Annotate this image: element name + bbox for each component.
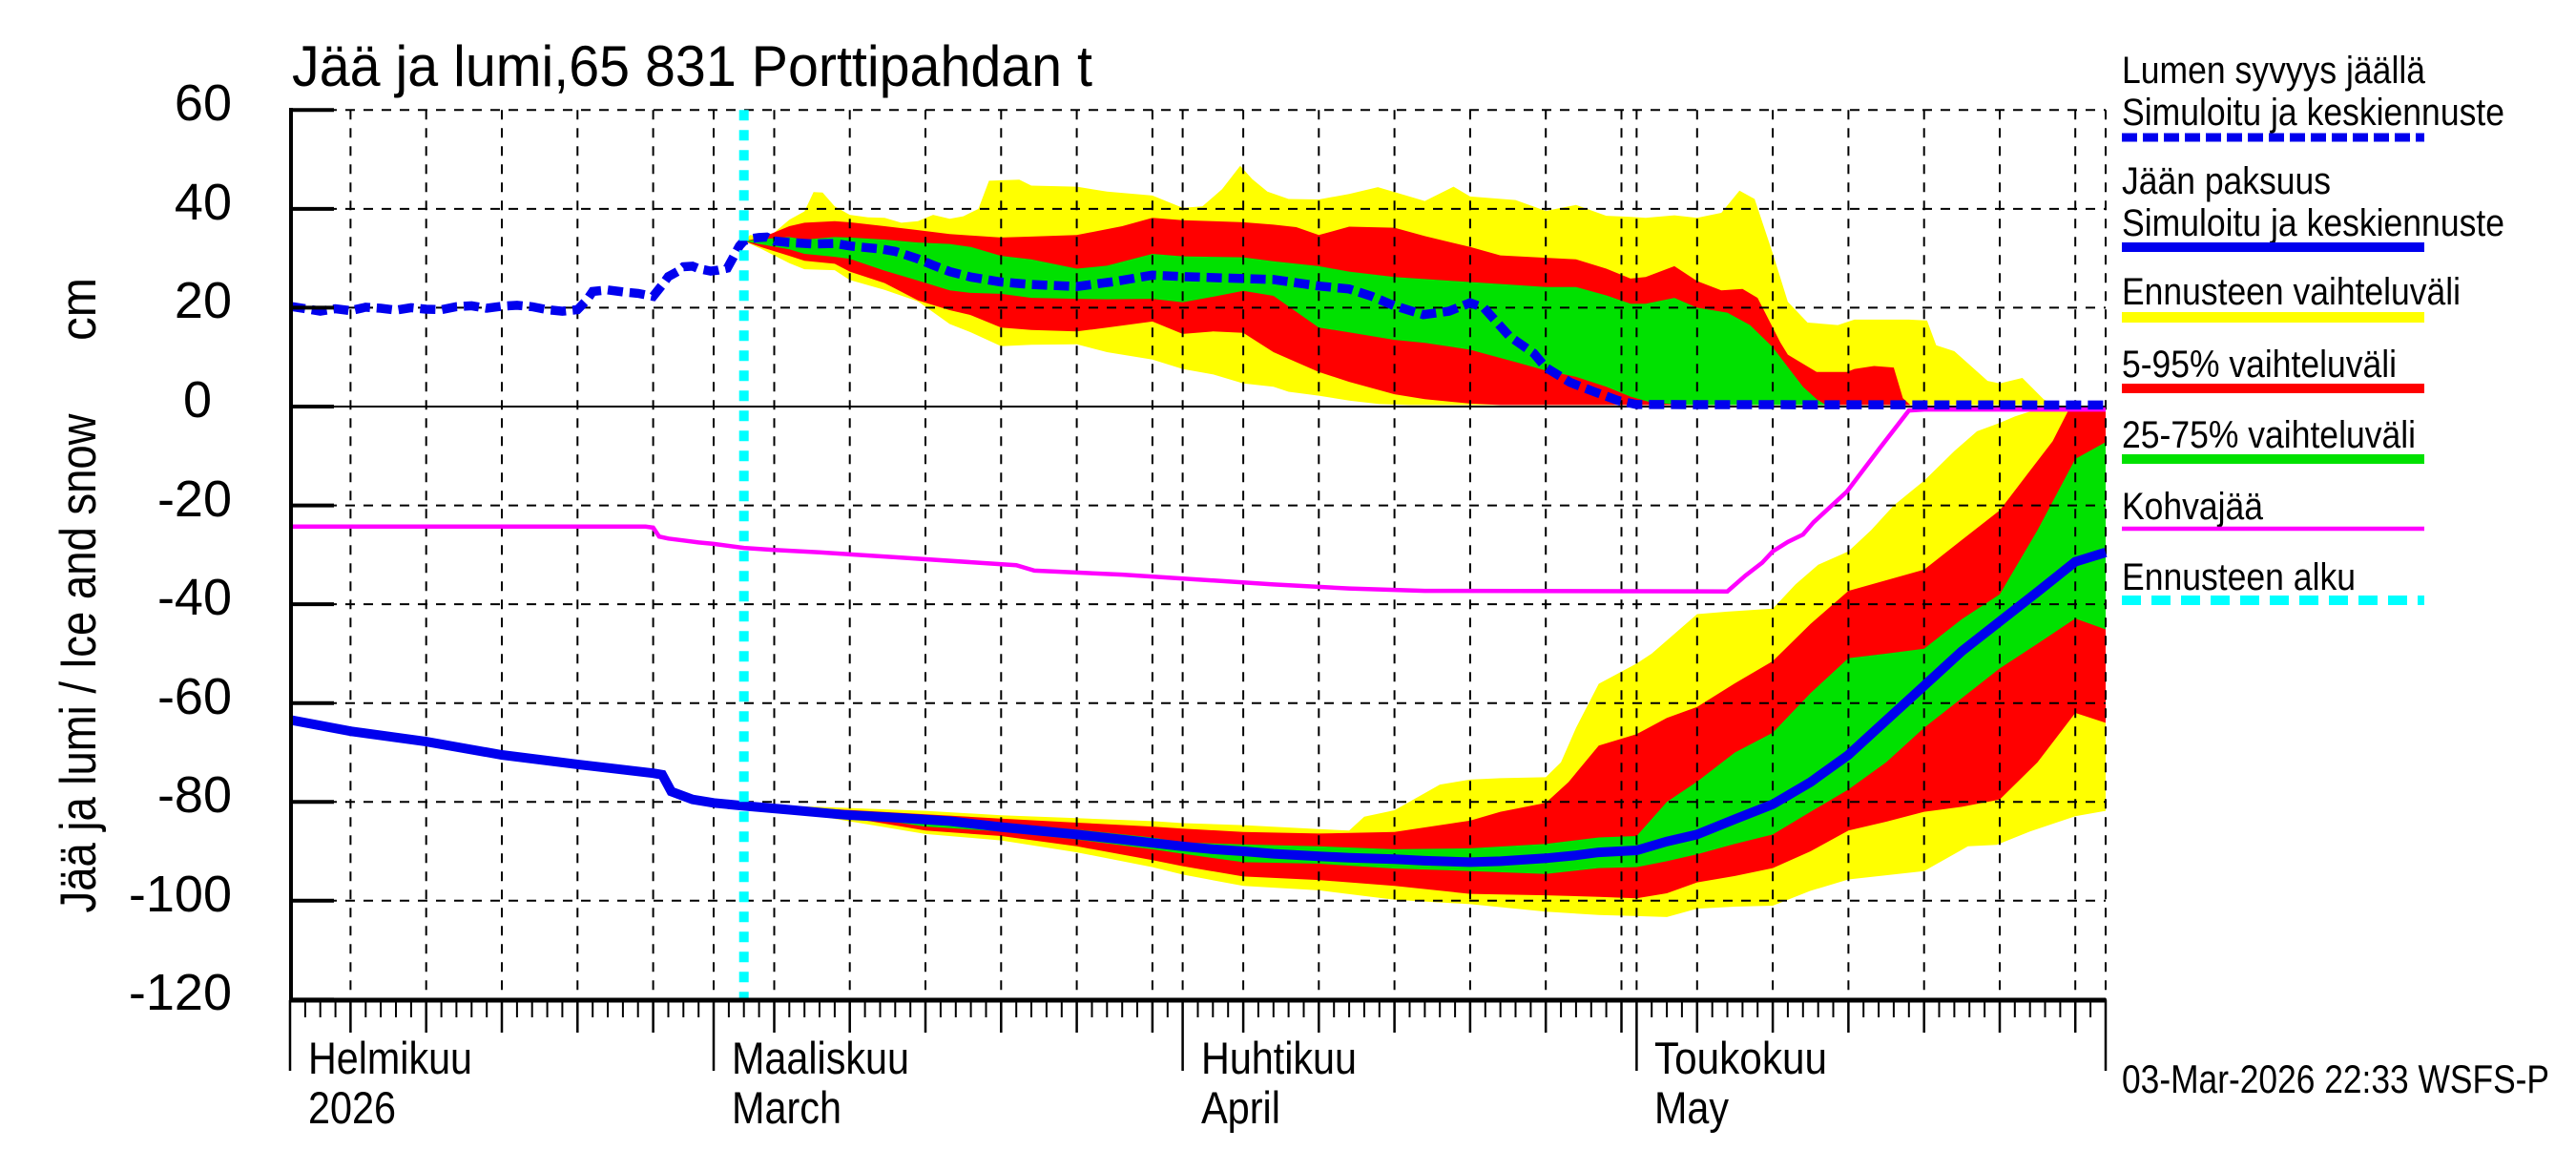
svg-text:April: April (1201, 1082, 1280, 1133)
svg-text:Jää ja lumi,65 831 Porttipahda: Jää ja lumi,65 831 Porttipahdan t (292, 34, 1092, 98)
svg-text:-100: -100 (129, 866, 232, 923)
svg-text:March: March (732, 1082, 841, 1133)
svg-text:25-75% vaihteluväli: 25-75% vaihteluväli (2122, 414, 2416, 456)
svg-text:Ennusteen alku: Ennusteen alku (2122, 556, 2356, 598)
svg-text:-40: -40 (157, 569, 232, 626)
svg-text:Maaliskuu: Maaliskuu (732, 1033, 909, 1083)
svg-text:60: 60 (175, 74, 232, 132)
svg-text:Huhtikuu: Huhtikuu (1201, 1033, 1357, 1083)
svg-text:Simuloitu ja keskiennuste: Simuloitu ja keskiennuste (2122, 202, 2504, 244)
svg-text:2026: 2026 (308, 1082, 396, 1133)
svg-text:5-95% vaihteluväli: 5-95% vaihteluväli (2122, 344, 2397, 386)
svg-text:-60: -60 (157, 668, 232, 725)
svg-text:Toukokuu: Toukokuu (1654, 1033, 1827, 1083)
svg-text:Simuloitu ja keskiennuste: Simuloitu ja keskiennuste (2122, 92, 2504, 134)
svg-text:Kohvajää: Kohvajää (2122, 486, 2264, 528)
svg-text:-20: -20 (157, 470, 232, 528)
svg-text:-80: -80 (157, 766, 232, 824)
svg-text:20: 20 (175, 272, 232, 329)
svg-text:cm: cm (51, 278, 107, 341)
svg-text:0: 0 (183, 371, 212, 429)
svg-text:03-Mar-2026 22:33 WSFS-P: 03-Mar-2026 22:33 WSFS-P (2122, 1056, 2549, 1101)
svg-text:40: 40 (175, 174, 232, 231)
svg-text:Jää ja lumi / Ice and snow: Jää ja lumi / Ice and snow (51, 413, 107, 913)
svg-text:Helmikuu: Helmikuu (308, 1033, 472, 1083)
svg-text:Ennusteen vaihteluväli: Ennusteen vaihteluväli (2122, 271, 2461, 313)
svg-text:-120: -120 (129, 964, 232, 1021)
svg-text:Lumen syvyys jäällä: Lumen syvyys jäällä (2122, 50, 2426, 92)
svg-text:May: May (1654, 1082, 1729, 1133)
svg-text:Jään paksuus: Jään paksuus (2122, 160, 2331, 202)
